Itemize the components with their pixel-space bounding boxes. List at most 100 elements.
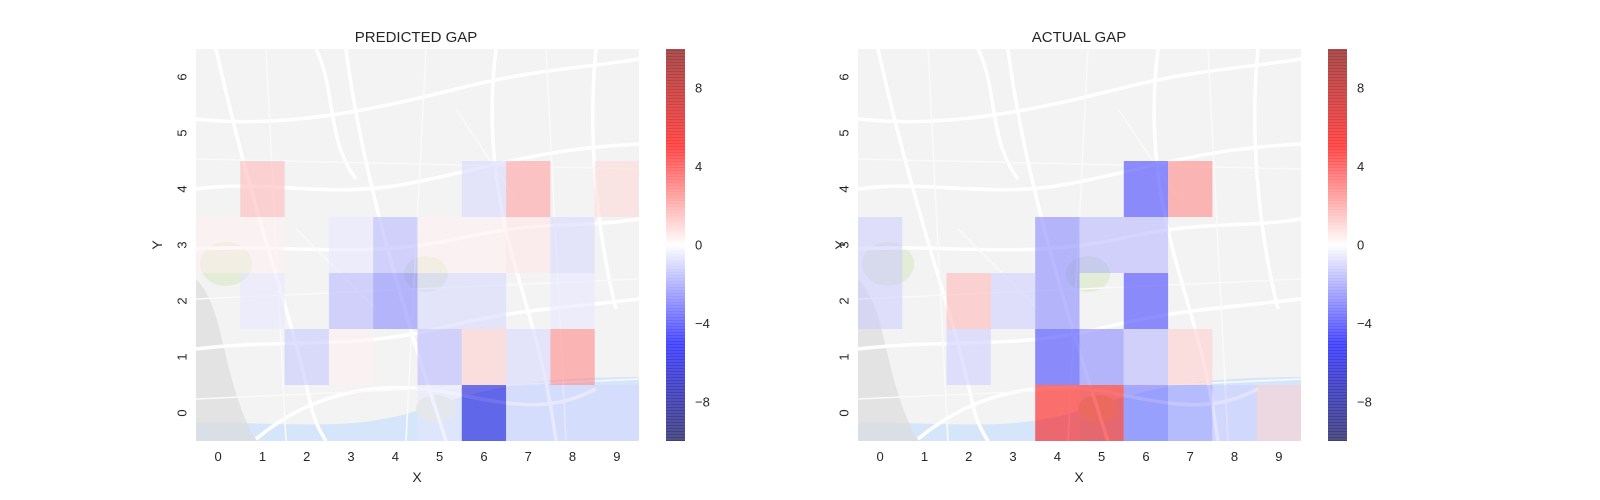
heatmap-cell: [461, 217, 507, 273]
y-tick-label: 5: [175, 129, 190, 136]
heatmap-cell: [328, 329, 374, 385]
heatmap-cell: [1035, 385, 1080, 441]
map-relief: [196, 279, 256, 441]
y-axis-label: Y: [832, 240, 848, 250]
heatmap-cell: [328, 273, 374, 329]
heatmap-cell: [461, 385, 507, 441]
heatmap-cell: [461, 161, 507, 217]
heatmap-cell: [417, 273, 462, 329]
y-tick-label: 0: [175, 409, 190, 416]
x-tick-label: 9: [1275, 449, 1282, 464]
colorbar-gradient: [666, 49, 685, 441]
x-tick-label: 2: [965, 449, 972, 464]
x-tick-label: 0: [215, 449, 222, 464]
y-tick-label: 3: [837, 241, 852, 248]
heatmap-cell: [1035, 329, 1080, 385]
heatmap-cell: [240, 217, 285, 273]
heatmap-cell: [373, 273, 418, 329]
y-tick-label: 1: [175, 353, 190, 360]
actual-gap-panel: ACTUAL GAP 0 1 2 3 4 5 6 7 8 9 0 1 2 3 4 5 6 X Y 8 4 0 −4 −…: [832, 29, 1372, 485]
x-tick-label: 6: [480, 449, 487, 464]
colorbar-tick-label: 4: [695, 159, 702, 174]
colorbar-tick-label: 0: [695, 238, 702, 253]
heatmap-cell: [594, 161, 639, 217]
colorbar-tick-label: −8: [1357, 394, 1372, 409]
x-tick-labels: 0 1 2 3 4 5 6 7 8 9: [215, 449, 621, 464]
x-tick-labels: 0 1 2 3 4 5 6 7 8 9: [877, 449, 1283, 464]
colorbar-tick-label: −8: [695, 394, 710, 409]
colorbar: 8 4 0 −4 −8: [1328, 48, 1372, 441]
map-road: [1253, 49, 1280, 310]
colorbar-tick-label: 0: [1357, 238, 1364, 253]
y-tick-label: 6: [837, 73, 852, 80]
x-tick-label: 7: [525, 449, 532, 464]
colorbar: 8 4 0 −4 −8: [666, 48, 710, 441]
chart-title: ACTUAL GAP: [1032, 29, 1126, 46]
heatmap-cell: [373, 217, 418, 273]
heatmap-cell: [858, 273, 903, 329]
y-tick-label: 1: [837, 353, 852, 360]
y-tick-label: 6: [175, 73, 190, 80]
heatmap-cell: [506, 385, 551, 441]
x-tick-label: 5: [1098, 449, 1105, 464]
heatmap-cell: [417, 217, 462, 273]
map-street: [927, 49, 949, 441]
colorbar-tick-label: 8: [1357, 81, 1364, 96]
heatmap-cell: [550, 385, 595, 441]
y-tick-label: 2: [837, 297, 852, 304]
heatmap-cell: [1079, 329, 1124, 385]
heatmap-cell: [1256, 385, 1301, 441]
heatmap-cell: [594, 385, 639, 441]
y-tick-labels: 0 1 2 3 4 5 6: [175, 73, 190, 416]
y-tick-label: 3: [175, 241, 190, 248]
map-street: [1207, 49, 1229, 441]
heatmap-cell: [240, 161, 285, 217]
heatmap-cell: [946, 273, 991, 329]
heatmap-cell: [240, 273, 285, 329]
y-axis-label: Y: [149, 240, 165, 250]
colorbar-tick-label: −4: [1357, 316, 1372, 331]
x-tick-label: 9: [613, 449, 620, 464]
heatmap-cell: [946, 329, 991, 385]
map-road: [876, 49, 990, 441]
heatmap-cell: [417, 329, 462, 385]
heatmap-cell: [1079, 385, 1124, 441]
x-tick-label: 1: [921, 449, 928, 464]
x-tick-label: 5: [436, 449, 443, 464]
heatmap-cell: [461, 329, 507, 385]
x-tick-label: 8: [569, 449, 576, 464]
y-tick-label: 0: [837, 409, 852, 416]
heatmap-cell: [461, 273, 507, 329]
x-tick-label: 2: [303, 449, 310, 464]
heatmap-cell: [1123, 273, 1169, 329]
heatmap-cell: [1123, 161, 1169, 217]
x-tick-label: 3: [1009, 449, 1016, 464]
y-tick-label: 4: [175, 185, 190, 192]
map-road: [976, 49, 1020, 181]
x-tick-label: 8: [1231, 449, 1238, 464]
x-tick-label: 6: [1142, 449, 1149, 464]
x-axis-label: X: [412, 469, 422, 485]
heatmap-cell: [196, 217, 241, 273]
colorbar-gradient: [1328, 49, 1347, 441]
heatmap-cell: [990, 273, 1036, 329]
heatmap-cell: [506, 329, 551, 385]
map-road: [858, 142, 1301, 192]
colorbar-tick-label: 4: [1357, 159, 1364, 174]
heatmap-cell: [1168, 385, 1213, 441]
colorbar-tick-label: 8: [695, 81, 702, 96]
colorbar-tick-label: −4: [695, 316, 710, 331]
y-tick-label: 2: [175, 297, 190, 304]
heatmap-cell: [550, 273, 595, 329]
heatmap-cell: [417, 385, 462, 441]
heatmap-cell: [1123, 217, 1169, 273]
map-street: [196, 158, 639, 170]
heatmap-cell: [1035, 273, 1080, 329]
x-tick-label: 4: [392, 449, 399, 464]
y-tick-labels: 0 1 2 3 4 5 6: [837, 73, 852, 416]
heatmap-cell: [328, 217, 374, 273]
heatmap-cell: [1079, 217, 1124, 273]
heatmap-cell: [1123, 385, 1169, 441]
